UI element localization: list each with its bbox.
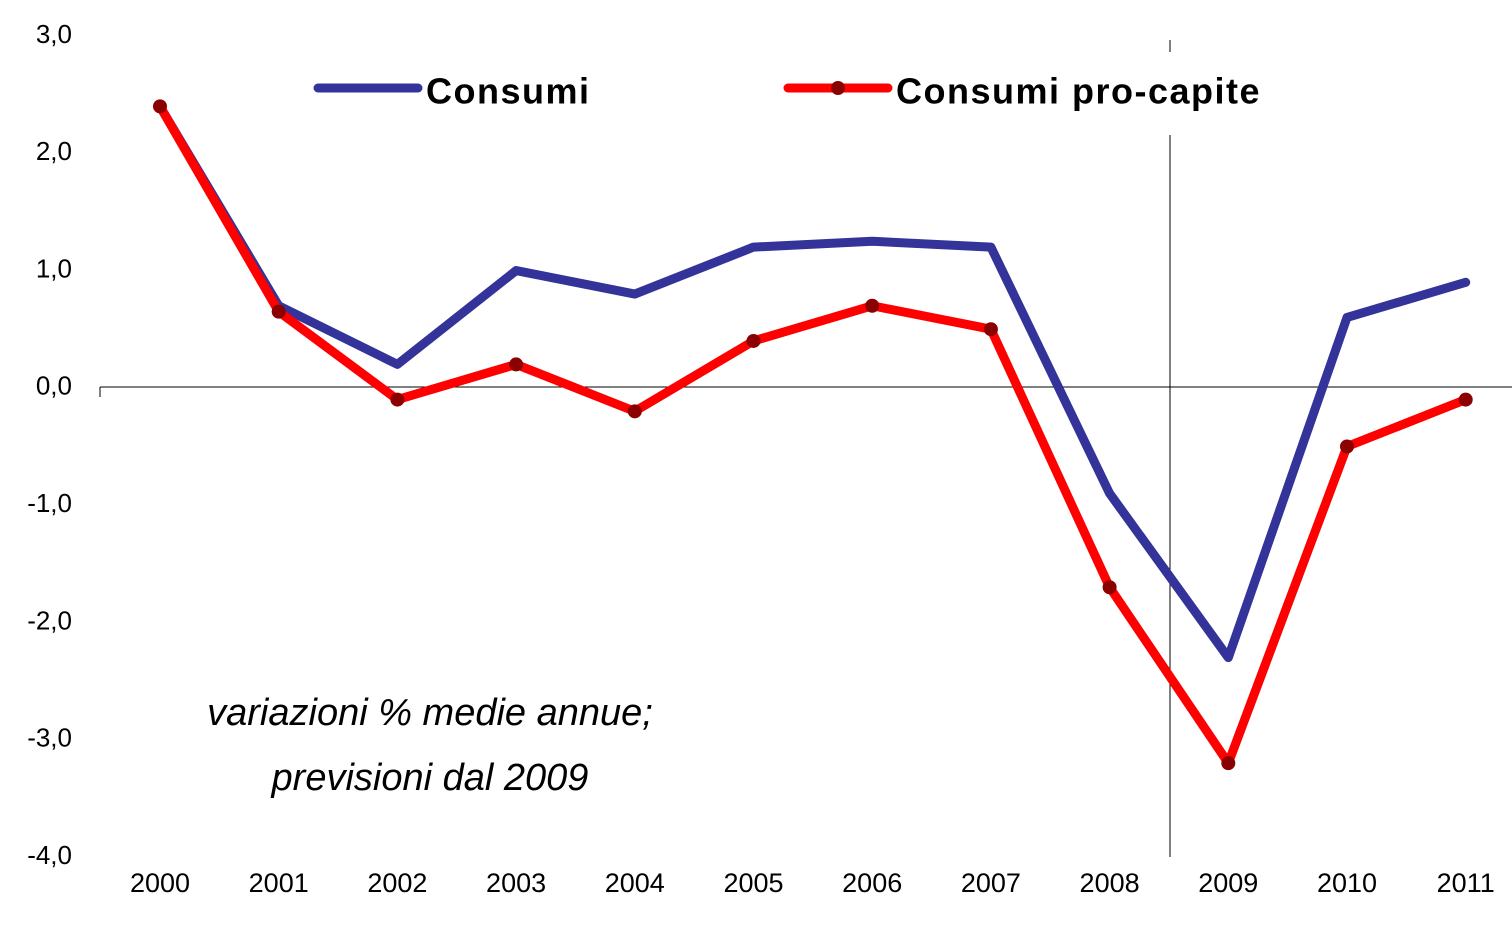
legend-label: Consumi [426,71,591,112]
series-marker [271,304,286,319]
x-tick-label: 2008 [1080,868,1140,898]
legend-label: Consumi pro-capite [896,71,1261,112]
x-tick-label: 2007 [961,868,1021,898]
x-tick-label: 2006 [842,868,902,898]
x-tick-label: 2009 [1198,868,1258,898]
x-tick-label: 2010 [1317,868,1377,898]
x-tick-label: 2005 [723,868,783,898]
x-tick-label: 2001 [249,868,309,898]
y-tick-label: -1,0 [27,488,72,518]
series-marker [1458,392,1473,407]
y-tick-label: -3,0 [27,723,72,753]
series-marker [746,333,761,348]
x-tick-label: 2000 [130,868,190,898]
annotation: variazioni % medie annue; [207,692,653,734]
x-tick-label: 2003 [486,868,546,898]
y-tick-label: 3,0 [36,19,72,49]
x-tick-label: 2011 [1437,868,1495,898]
series-marker [1340,439,1354,454]
annotation: previsioni dal 2009 [271,757,589,799]
series-marker [509,357,524,372]
series-marker [390,392,405,407]
y-tick-label: 1,0 [36,253,72,283]
y-tick-label: 2,0 [36,136,72,166]
x-tick-label: 2002 [367,868,427,898]
y-tick-label: -4,0 [27,840,72,870]
x-tick-label: 2004 [605,868,665,898]
y-tick-label: 0,0 [36,371,72,401]
y-tick-label: -2,0 [27,605,72,635]
series-line [155,101,1471,768]
series-marker [627,404,642,419]
series-marker [865,298,880,313]
series-marker [983,322,998,337]
series-line [155,101,1471,663]
series-marker [1221,756,1236,771]
legend-marker [831,81,845,95]
series-marker [1102,580,1117,595]
series-marker [153,99,167,114]
